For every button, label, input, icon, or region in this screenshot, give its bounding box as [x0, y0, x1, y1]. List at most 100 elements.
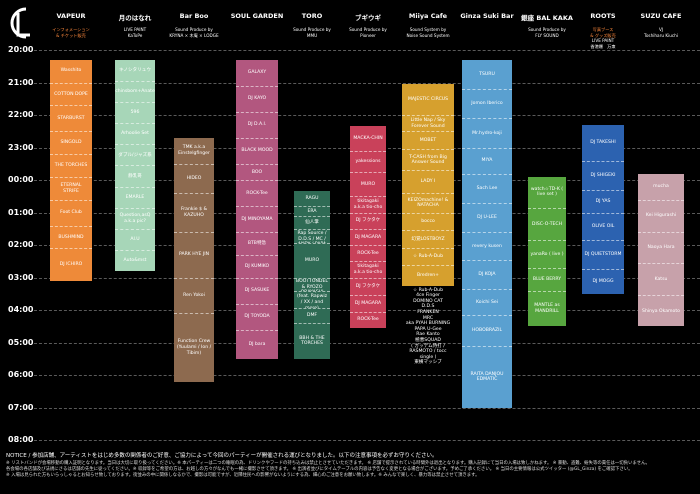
artist-slot[interactable]: MURO [294, 243, 330, 277]
artist-slot[interactable]: MAJESTIC CIRCUS [407, 96, 449, 102]
artist-slot[interactable]: DISC-O-TECH [528, 207, 566, 241]
artist-slot[interactable]: Question,asQ a.k.a pic? [115, 207, 155, 229]
artist-slot[interactable]: Katsu [638, 262, 684, 296]
artist-slot[interactable]: Shinya Okamoto [638, 295, 684, 326]
artist-slot[interactable]: tikitagaki a.k.a tio-cho [350, 261, 386, 277]
artist-slot[interactable]: RAITA DANJOU EDMATIC [462, 345, 512, 408]
artist-slot[interactable]: DJ MAGARA [350, 228, 386, 245]
artist-slot[interactable]: キノシタリュウ [119, 67, 151, 73]
artist-slot[interactable]: Foot Club [50, 199, 92, 226]
artist-slot[interactable]: chinsbom+Anate [115, 80, 155, 102]
venue-subtitle: Sound Produce by FLY SOUND [528, 27, 566, 38]
artist-slot[interactable]: 静乳哥 [115, 165, 155, 186]
artist-slot[interactable]: DJ KUMIKO [236, 254, 278, 278]
artist-slot[interactable]: ROCK-Tee [350, 245, 386, 261]
artist-slot[interactable]: Arhoolie Set [115, 123, 155, 144]
artist-slot[interactable]: Ren Yokoi [174, 277, 214, 314]
artist-slot[interactable]: Koichi Sei [462, 288, 512, 315]
artist-slot[interactable]: Kei Higurashi [638, 199, 684, 233]
artist-slot[interactable]: COTTON DOPE [50, 82, 92, 106]
artist-slot[interactable]: OLIVE OIL [582, 212, 624, 241]
artist-slot[interactable]: RAGU [305, 195, 319, 201]
artist-slot[interactable]: GALAXY [247, 69, 267, 75]
artist-slot[interactable]: DJ KAYO [236, 85, 278, 112]
artist-slot[interactable]: Auto&mst [115, 249, 155, 271]
artist-slot[interactable]: THE TORCHES [50, 154, 92, 177]
artist-slot[interactable]: DJ U-LEE [462, 202, 512, 232]
artist-slot[interactable]: TMK a.k.a Einstelgfinger [178, 145, 210, 156]
artist-slot[interactable]: Bredren+ [402, 264, 454, 286]
artist-slot[interactable]: ☆ Rub-A-Dub [402, 248, 454, 264]
artist-slot[interactable]: 596 [115, 102, 155, 123]
artist-slot[interactable]: BLACK MOOD [236, 137, 278, 164]
artist-slot[interactable]: STARBURST [50, 105, 92, 131]
artist-slot[interactable]: yanaRo ( live ) [528, 240, 566, 268]
artist-slot[interactable]: DJ SASUKE [236, 277, 278, 304]
artist-slot[interactable]: BLUE BERRY [528, 267, 566, 291]
artist-slot[interactable]: bocco [402, 212, 454, 231]
artist-slot[interactable]: DJ ICHIRO [50, 248, 92, 281]
hour-gridline [34, 342, 700, 344]
time-label: 20:00 [8, 45, 34, 54]
artist-slot[interactable]: revery kusen [462, 232, 512, 260]
artist-slot[interactable]: DJ bara [236, 329, 278, 359]
artist-slot[interactable]: ETERNAL STRIFE [50, 176, 92, 200]
artist-slot[interactable]: Frankie $ & KAZUHO [174, 193, 214, 232]
artist-slot[interactable]: DJ D.A.I. [236, 111, 278, 138]
artist-slot[interactable]: tikitagaki a.k.a tio-cho [350, 196, 386, 212]
artist-slot[interactable]: 仙人掌 [294, 215, 330, 229]
artist-slot[interactable]: MACKA-CHIN [353, 135, 383, 141]
venue-subtitle: 写真ブース & グッズ販売 LIVE PAINT 香港爆 万衆 [590, 27, 616, 49]
artist-slot[interactable]: ダブル/ジャズ系 [115, 144, 155, 165]
artist-slot[interactable]: MANTLE as MANDRILL [528, 290, 566, 327]
artist-slot[interactable]: EMARLE [115, 186, 155, 208]
artist-slot[interactable]: DJ QUIETSTORM [582, 240, 624, 269]
artist-slot[interactable]: DJ SHIGEKI [582, 160, 624, 190]
artist-slot[interactable]: DMF [294, 308, 330, 323]
artist-slot[interactable]: BUSHMIND [50, 225, 92, 249]
artist-slot[interactable]: MOBET [402, 131, 454, 149]
artist-slot[interactable]: TSURU [479, 71, 495, 77]
artist-slot[interactable]: Wasshito [60, 68, 82, 74]
artist-slot[interactable]: PARK HYE JIN [174, 232, 214, 278]
artist-slot[interactable]: Jomon Iberico [462, 89, 512, 118]
artist-slot[interactable]: watch☆TD-K ( live set ) [530, 186, 564, 198]
artist-slot[interactable]: DJ MINOYAMA [236, 206, 278, 232]
artist-slot[interactable]: DJ YAS [582, 189, 624, 213]
artist-slot[interactable]: LADY I [402, 170, 454, 193]
artist-slot[interactable]: MURO [350, 171, 386, 196]
artist-slot[interactable]: SINGOLD [50, 131, 92, 154]
artist-slot[interactable]: Naoya Hara [638, 232, 684, 263]
artist-slot[interactable]: B.D. & BOOTTONDEL & RYOZO OBAYASHI [294, 277, 330, 291]
artist-slot[interactable]: DJ TAKESHI [590, 139, 616, 145]
artist-slot[interactable]: ERA [294, 206, 330, 216]
artist-slot[interactable]: ROCK-Tee [350, 311, 386, 328]
artist-slot[interactable]: ROCK-Tee [236, 180, 278, 206]
artist-slot[interactable]: MIYA [462, 147, 512, 174]
artist-slot[interactable]: AI.U [115, 228, 155, 250]
artist-slot[interactable]: 幻覚LOSTBOYZ [402, 230, 454, 248]
artist-slot[interactable]: mucha [653, 183, 669, 189]
artist-slot[interactable]: DJ TOYODA [236, 303, 278, 330]
artist-slot[interactable]: HOBOBRAZIL [462, 314, 512, 346]
artist-slot[interactable]: T-CASH from Big Answer Sound [402, 149, 454, 170]
artist-slot[interactable]: DJ フクタケ [350, 212, 386, 229]
venue-name: ROOTS [590, 12, 616, 20]
artist-slot[interactable]: HIDEO [174, 163, 214, 193]
artist-slot[interactable]: Sach Lee [462, 173, 512, 203]
hour-gridline [34, 440, 700, 441]
artist-slot[interactable]: Little Nap / Sky Forever Sound [402, 115, 454, 131]
artist-slot[interactable]: DJ MOGG [582, 269, 624, 293]
artist-slot[interactable]: DJ MAGARA [350, 295, 386, 311]
artist-slot[interactable]: yakessions [350, 150, 386, 172]
artist-slot[interactable]: Function Crew (Yuulami / Ion / Tibim) [174, 313, 214, 381]
artist-slot[interactable]: SUMMONG BAND (Feat. Rap Source / D.D.S /… [294, 228, 330, 243]
artist-slot[interactable]: YOTA SQUAD (feat. Rapwiz / XX / and more… [294, 290, 330, 308]
artist-slot[interactable]: Mr.hydro-koji [462, 118, 512, 147]
artist-slot[interactable]: KEIZOmachine! & NATACHA [402, 193, 454, 213]
artist-slot[interactable]: DJ KOJA [462, 259, 512, 289]
artist-slot[interactable]: DJ フクタケ [350, 277, 386, 296]
artist-slot[interactable]: BTB特急 [236, 232, 278, 255]
artist-slot[interactable]: BOO [236, 163, 278, 180]
artist-slot[interactable]: BBH & THE TORCHES [294, 323, 330, 359]
